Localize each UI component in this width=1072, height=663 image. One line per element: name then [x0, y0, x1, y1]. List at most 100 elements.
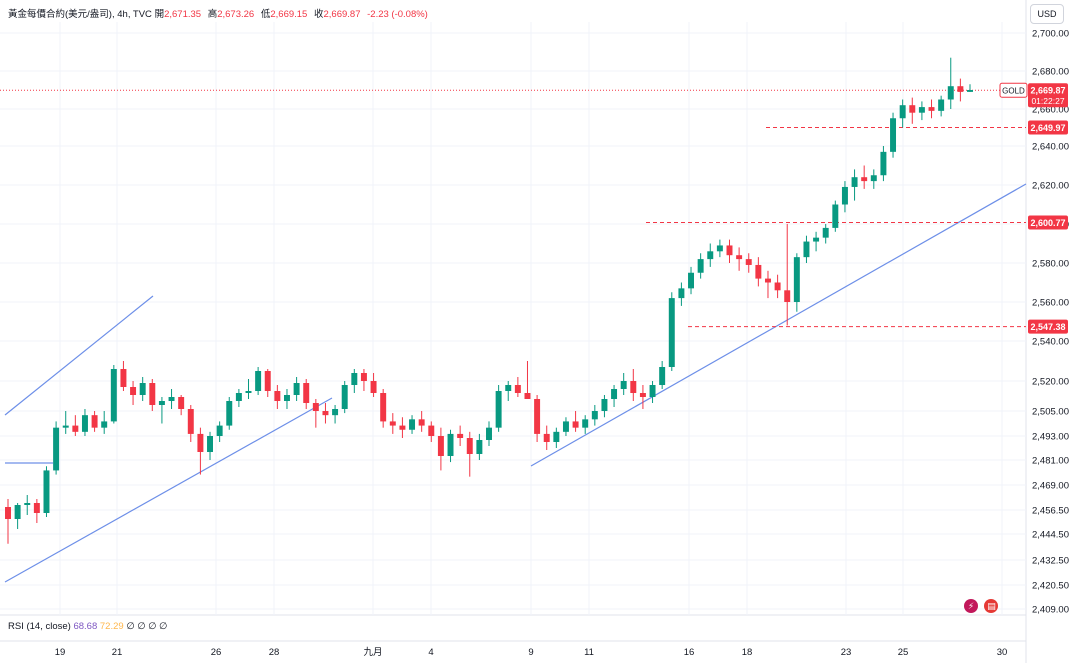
candle: [870, 169, 877, 189]
candle: [639, 385, 646, 409]
candle: [255, 367, 262, 395]
candle: [832, 200, 839, 232]
candle: [466, 431, 473, 477]
level-tag-label: 2,547.38: [1030, 322, 1065, 332]
level-tag-label: 2,600.77: [1030, 218, 1065, 228]
rsi-label[interactable]: RSI (14, close): [8, 621, 71, 632]
candle: [62, 411, 69, 434]
trendline-lower-left[interactable]: [4, 397, 333, 583]
candle: [43, 466, 50, 517]
high-value: 2,673.26: [217, 9, 255, 20]
last-price-tag: [1028, 83, 1068, 108]
x-tick-label: 21: [112, 647, 123, 658]
candle: [139, 377, 146, 401]
price-levels: [0, 89, 1026, 328]
y-tick-label: 2,620.00: [1032, 181, 1069, 192]
candle: [803, 235, 810, 263]
candle: [736, 247, 743, 271]
candle: [880, 146, 887, 182]
candle: [187, 405, 194, 442]
candle: [245, 379, 252, 399]
candle: [822, 224, 829, 244]
candle: [668, 292, 675, 371]
x-tick-label: 23: [841, 647, 852, 658]
candle: [591, 405, 598, 426]
candle: [428, 421, 435, 442]
candle: [360, 369, 367, 391]
x-tick-label: 25: [898, 647, 909, 658]
level-tag: [1028, 215, 1068, 230]
x-tick-label: 9: [528, 647, 533, 658]
candle: [928, 99, 935, 119]
candle: [5, 499, 11, 544]
candle: [918, 101, 925, 121]
rsi-extra: ∅ ∅ ∅ ∅: [126, 621, 168, 632]
chart-legend: 黃金每價合約(美元/盎司), 4h, TVC 開2,671.35 高2,673.…: [8, 6, 432, 20]
x-tick-label: 30: [997, 647, 1008, 658]
candle: [534, 395, 541, 442]
candle: [53, 421, 60, 475]
candle: [207, 431, 214, 460]
price-tags: 2,649.97 2,600.77 2,547.38 GOLD 2,669.8701:2…: [999, 82, 1068, 334]
candle: [351, 369, 358, 393]
candle: [303, 379, 310, 409]
trendlines: [4, 183, 1027, 583]
candle: [649, 381, 656, 403]
y-tick-label: 2,420.50: [1032, 581, 1069, 592]
y-tick-label: 2,409.00: [1032, 605, 1069, 616]
candle: [476, 433, 483, 460]
us-flag-icon[interactable]: ▤: [984, 599, 999, 613]
x-tick-label: 16: [684, 647, 695, 658]
candle: [380, 389, 387, 428]
candle: [524, 361, 531, 399]
grid-lines: [0, 0, 1027, 663]
candle: [909, 97, 916, 124]
y-tick-label: 2,481.00: [1032, 456, 1069, 467]
candle: [264, 369, 271, 397]
candle: [235, 389, 242, 407]
close-value: 2,669.87: [323, 9, 361, 20]
close-label: 收: [313, 9, 324, 20]
lightning-icon[interactable]: ⚡: [964, 599, 978, 613]
candle: [312, 399, 319, 428]
candle: [14, 503, 21, 529]
candle: [72, 415, 79, 436]
candle: [389, 413, 396, 434]
time-axis[interactable]: 19 21 26 28 九月 4 9 11 16 18 23 25 30: [55, 646, 1008, 658]
y-tick-label: 2,520.00: [1032, 377, 1069, 388]
candle: [409, 415, 416, 434]
change-value: -2.23 (-0.08%): [367, 9, 428, 20]
candle: [793, 253, 800, 312]
candles: [5, 57, 973, 544]
level-tag: [1028, 319, 1068, 334]
candle: [784, 224, 791, 326]
trendline-upper-left[interactable]: [4, 295, 154, 416]
y-tick-label: 2,540.00: [1032, 337, 1069, 348]
y-tick-label: 2,493.00: [1032, 432, 1069, 443]
symbol-label[interactable]: 黃金每價合約(美元/盎司), 4h, TVC: [8, 9, 152, 20]
candle: [716, 239, 723, 258]
y-tick-label: 2,469.00: [1032, 481, 1069, 492]
trendline-right[interactable]: [530, 183, 1027, 467]
symbol-tag-label: GOLD: [1002, 87, 1025, 96]
candle: [861, 165, 868, 189]
x-tick-label: 26: [211, 647, 222, 658]
y-tick-label: 2,456.50: [1032, 506, 1069, 517]
candle: [399, 417, 406, 438]
candle: [813, 231, 820, 252]
x-tick-label: 19: [55, 647, 66, 658]
candle: [899, 99, 906, 128]
candle: [33, 499, 40, 523]
candle: [611, 385, 618, 407]
candle: [437, 427, 444, 471]
candle: [486, 421, 492, 446]
candle: [755, 257, 762, 287]
x-tick-label: 4: [428, 647, 433, 658]
y-tick-label: 2,432.50: [1032, 556, 1069, 567]
currency-button[interactable]: USD: [1030, 4, 1064, 24]
candle: [688, 266, 695, 295]
rsi-legend: RSI (14, close) 68.68 72.29 ∅ ∅ ∅ ∅: [8, 621, 167, 632]
candle: [601, 395, 608, 418]
candle: [101, 411, 108, 434]
candle: [168, 389, 175, 409]
